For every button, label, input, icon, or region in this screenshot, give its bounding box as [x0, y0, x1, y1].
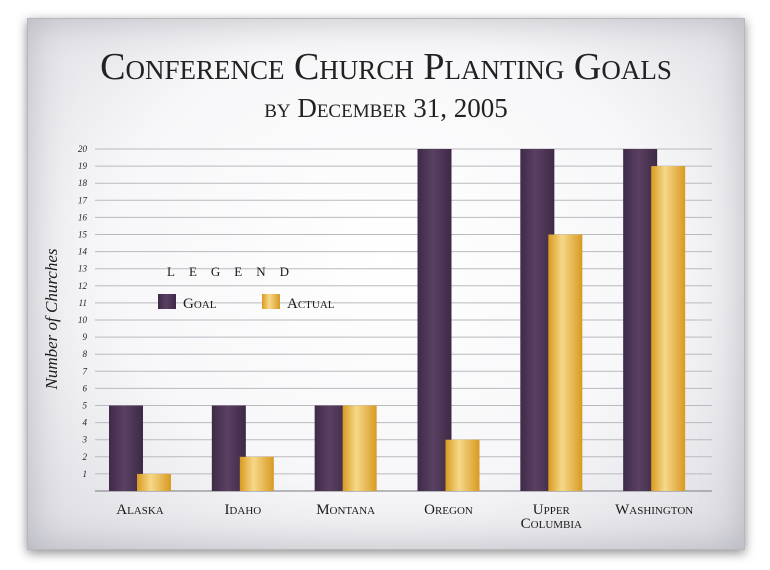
- chart-title: Conference Church Planting Goals: [100, 46, 672, 88]
- y-tick-label: 12: [78, 281, 88, 291]
- category-label: Alaska: [116, 502, 164, 518]
- legend-label-goal: Goal: [183, 296, 217, 312]
- bar-goal-oregon: [417, 149, 452, 491]
- y-tick-label: 9: [83, 332, 88, 342]
- bar-actual-idaho: [239, 456, 274, 491]
- gridlines: [95, 148, 712, 492]
- y-tick-label: 18: [78, 178, 88, 188]
- y-tick-label: 20: [78, 144, 88, 154]
- category-label: Columbia: [521, 516, 582, 532]
- y-tick-label: 3: [82, 435, 88, 445]
- bar-chart: Conference Church Planting Goals by Dece…: [42, 46, 712, 532]
- category-label: Idaho: [224, 502, 261, 518]
- y-tick-label: 17: [78, 195, 88, 205]
- legend-swatch-goal: [158, 294, 176, 309]
- y-tick-label: 11: [79, 298, 87, 308]
- legend: LEGEND Goal Actual: [158, 264, 335, 312]
- y-tick-label: 1: [83, 469, 88, 479]
- bar-actual-alaska: [137, 473, 171, 491]
- y-axis-label: Number of Churches: [42, 248, 61, 390]
- y-tick-label: 19: [78, 161, 88, 171]
- y-tick-label: 8: [83, 349, 88, 359]
- y-tick-label: 10: [78, 315, 88, 325]
- y-tick-label: 6: [83, 383, 88, 393]
- y-tick-label: 5: [83, 401, 88, 411]
- y-tick-label: 14: [78, 247, 88, 257]
- chart-subtitle: by December 31, 2005: [264, 93, 508, 123]
- y-tick-label: 13: [78, 264, 88, 274]
- y-tick-label: 4: [83, 418, 88, 428]
- y-tick-label: 7: [83, 366, 88, 376]
- bar-actual-montana: [342, 405, 377, 491]
- category-label: Upper: [533, 502, 571, 518]
- bar-actual-oregon: [445, 439, 480, 491]
- category-label: Montana: [316, 502, 375, 518]
- chart-card: Conference Church Planting Goals by Dece…: [27, 18, 745, 550]
- y-tick-label: 2: [83, 452, 88, 462]
- category-label: Washington: [615, 502, 693, 518]
- legend-swatch-actual: [262, 294, 280, 309]
- bar-actual-washington: [651, 166, 686, 491]
- legend-title: LEGEND: [167, 264, 303, 279]
- bars: [109, 149, 686, 491]
- y-tick-label: 16: [78, 212, 88, 222]
- legend-label-actual: Actual: [287, 296, 335, 312]
- bar-actual-upper-columbia: [548, 234, 583, 491]
- y-tick-label: 15: [78, 230, 88, 240]
- category-label: Oregon: [424, 502, 473, 518]
